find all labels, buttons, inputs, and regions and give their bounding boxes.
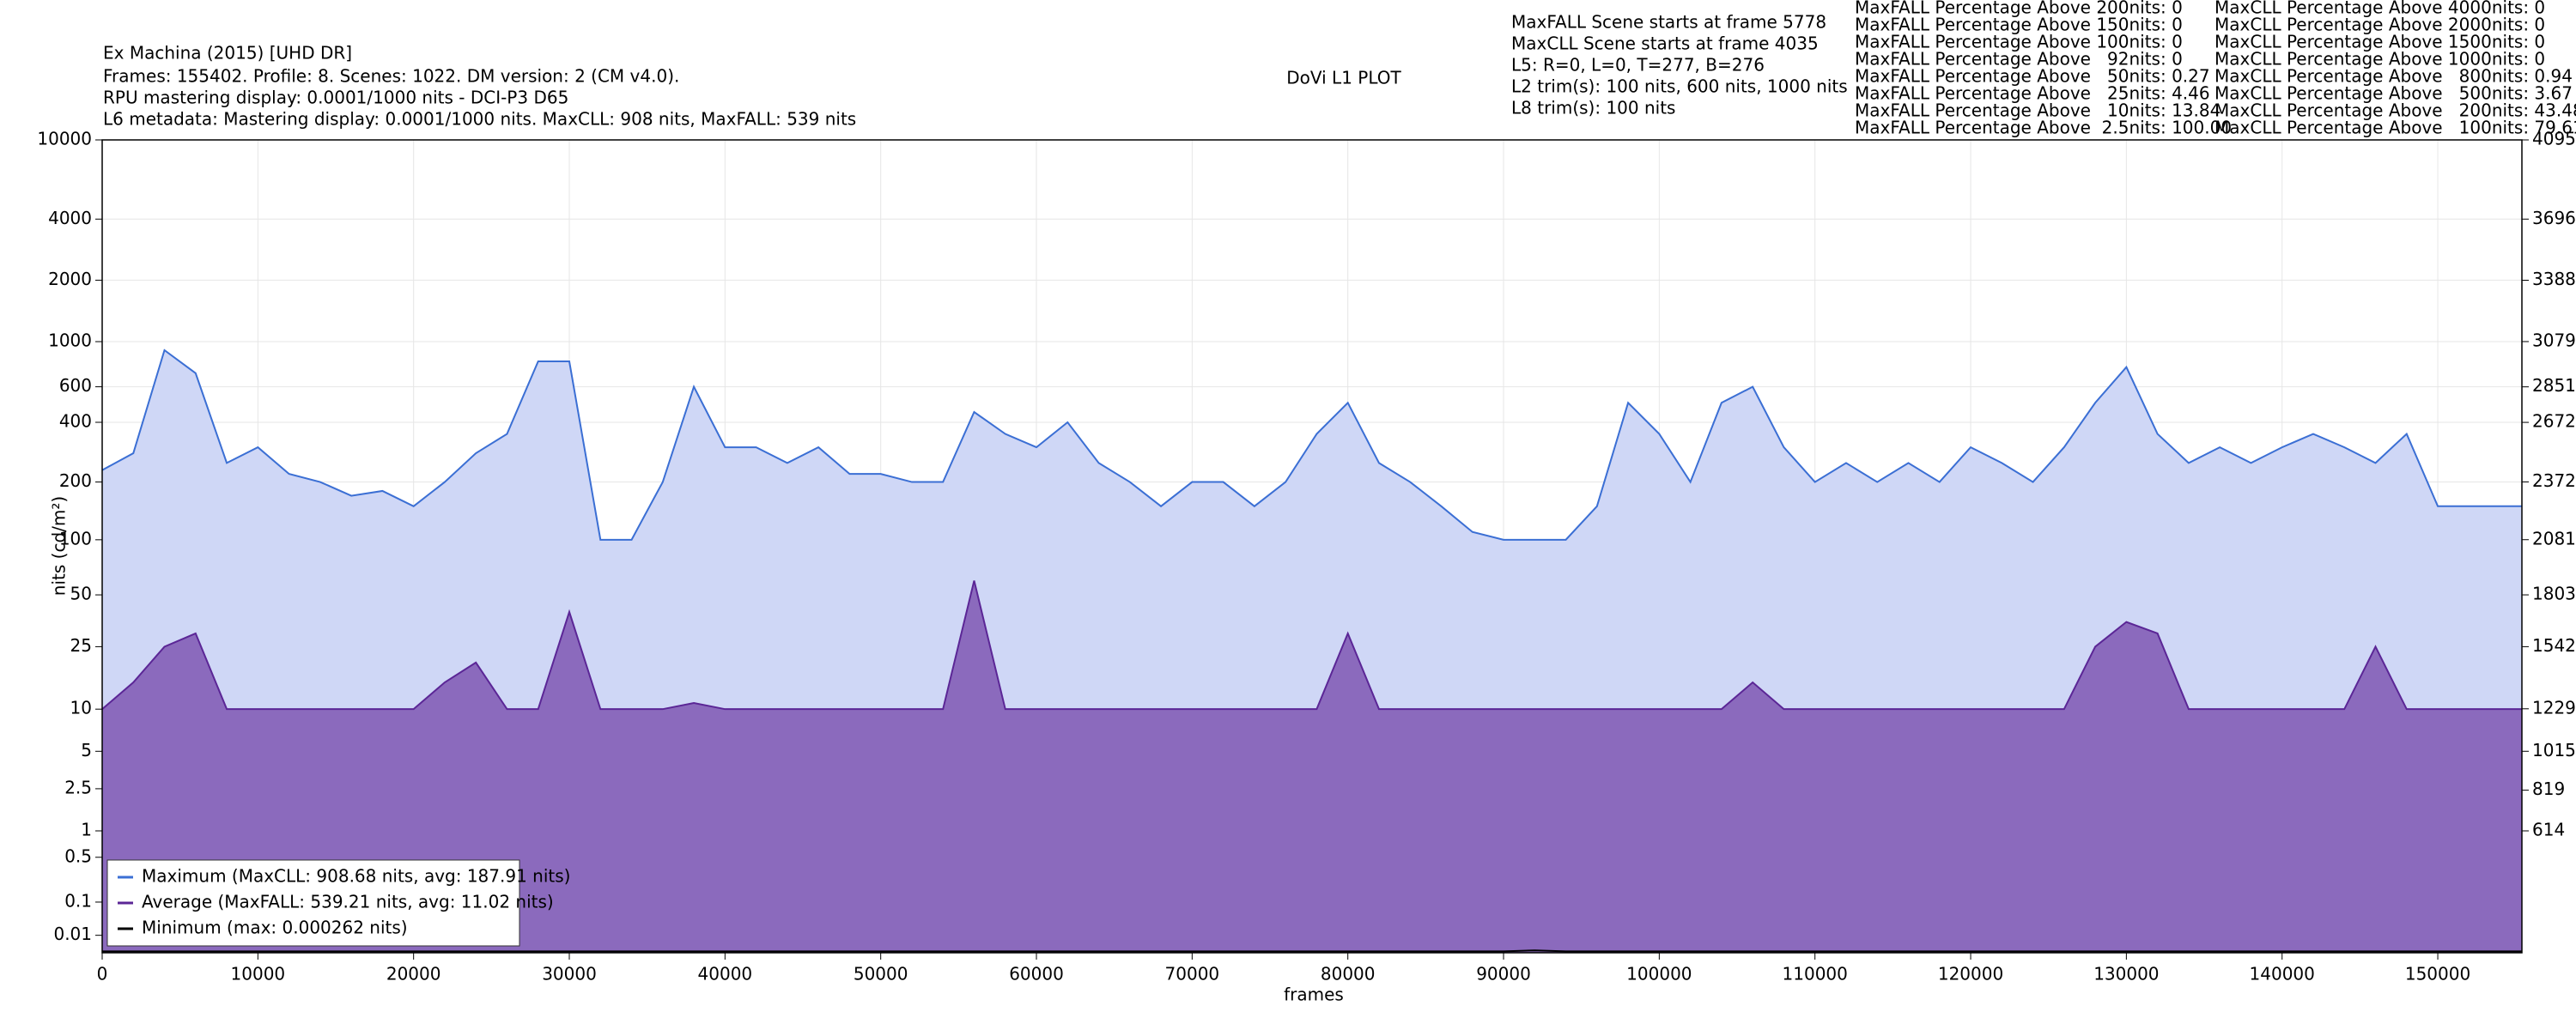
- y-tick-label: 10000: [37, 129, 92, 149]
- x-tick-label: 140000: [2250, 964, 2315, 985]
- stat-line: MaxCLL Percentage Above 1000nits: 0: [2215, 49, 2545, 70]
- y-tick-label: 25: [70, 635, 92, 656]
- info-line: L2 trim(s): 100 nits, 600 nits, 1000 nit…: [1511, 76, 1848, 97]
- y-tick-label: 600: [59, 375, 92, 396]
- series-line: [102, 949, 2522, 953]
- y-tick-label: 0.1: [64, 890, 92, 911]
- legend-label: Minimum (max: 0.000262 nits): [142, 918, 408, 938]
- y2-tick-label: 2081: [2532, 528, 2576, 548]
- x-tick-label: 110000: [1783, 964, 1848, 985]
- x-tick-label: 50000: [854, 964, 908, 985]
- y2-tick-label: 1015: [2532, 740, 2576, 760]
- y-tick-label: 2.5: [64, 777, 92, 797]
- x-tick-label: 80000: [1321, 964, 1376, 985]
- x-tick-label: 90000: [1476, 964, 1531, 985]
- y2-tick-label: 1542: [2532, 635, 2576, 656]
- y2-tick-label: 819: [2532, 779, 2565, 799]
- stat-line: MaxFALL Percentage Above 25nits: 4.46: [1855, 83, 2210, 104]
- x-tick-label: 150000: [2405, 964, 2470, 985]
- stat-line: MaxFALL Percentage Above 200nits: 0: [1855, 0, 2183, 18]
- stat-line: MaxFALL Percentage Above 92nits: 0: [1855, 49, 2183, 70]
- stat-line: MaxCLL Percentage Above 800nits: 0.94: [2215, 66, 2573, 87]
- x-tick-label: 70000: [1165, 964, 1220, 985]
- header-title: Ex Machina (2015) [UHD DR]: [103, 43, 352, 64]
- stat-line: MaxCLL Percentage Above 200nits: 43.48: [2215, 100, 2576, 121]
- legend-label: Maximum (MaxCLL: 908.68 nits, avg: 187.9…: [142, 866, 570, 887]
- y2-tick-label: 614: [2532, 820, 2565, 840]
- x-tick-label: 100000: [1626, 964, 1692, 985]
- y2-tick-label: 3696: [2532, 208, 2576, 228]
- y2-tick-label: 4095: [2532, 129, 2576, 149]
- y2-tick-label: 3388: [2532, 269, 2576, 289]
- header-line: L6 metadata: Mastering display: 0.0001/1…: [103, 109, 856, 130]
- y-tick-label: 1: [81, 820, 92, 840]
- chart-title: DoVi L1 PLOT: [1286, 68, 1401, 88]
- area-fill: [102, 580, 2522, 953]
- x-tick-label: 30000: [542, 964, 597, 985]
- y-tick-label: 50: [70, 584, 92, 604]
- y-tick-label: 0.5: [64, 845, 92, 866]
- info-line: L8 trim(s): 100 nits: [1511, 98, 1675, 118]
- x-tick-label: 40000: [698, 964, 753, 985]
- y2-tick-label: 1229: [2532, 697, 2576, 718]
- legend-box: [106, 859, 520, 947]
- x-tick-label: 130000: [2093, 964, 2159, 985]
- stat-line: MaxCLL Percentage Above 100nits: 79.61: [2215, 118, 2576, 138]
- x-tick-label: 20000: [386, 964, 441, 985]
- y-tick-label: 5: [81, 740, 92, 760]
- x-tick-label: 10000: [231, 964, 286, 985]
- y-tick-label: 200: [59, 470, 92, 491]
- x-tick-label: 0: [97, 964, 108, 985]
- y-tick-label: 0.01: [53, 924, 92, 944]
- y2-tick-label: 3079: [2532, 330, 2576, 350]
- y2-tick-label: 1803: [2532, 584, 2576, 604]
- stat-line: MaxFALL Percentage Above 10nits: 13.84: [1855, 100, 2221, 121]
- plot-area: 0 10000 20000 30000 40000 50000 60000 70000 8000…: [37, 129, 2576, 985]
- header-line: Frames: 155402. Profile: 8. Scenes: 1022…: [103, 66, 679, 87]
- y2-tick-label: 2672: [2532, 411, 2576, 432]
- y-tick-label: 10: [70, 698, 92, 718]
- legend-label: Average (MaxFALL: 539.21 nits, avg: 11.0…: [142, 892, 554, 912]
- stat-line: MaxFALL Percentage Above 50nits: 0.27: [1855, 66, 2210, 87]
- info-line: L5: R=0, L=0, T=277, B=276: [1511, 55, 1765, 76]
- y2-tick-label: 2372: [2532, 470, 2576, 491]
- y-tick-label: 400: [59, 411, 92, 432]
- stat-line: MaxCLL Percentage Above 4000nits: 0: [2215, 0, 2545, 18]
- info-line: MaxFALL Scene starts at frame 5778: [1511, 12, 1826, 33]
- y-axis-label: nits (cd/m²): [49, 496, 70, 596]
- x-tick-label: 60000: [1009, 964, 1064, 985]
- y-tick-label: 4000: [48, 208, 92, 228]
- x-tick-label: 120000: [1938, 964, 2003, 985]
- x-axis-label: frames: [1284, 985, 1344, 1005]
- plot-frame: [101, 139, 2523, 954]
- y-tick-label: 2000: [48, 269, 92, 289]
- y2-tick-label: 2851: [2532, 375, 2576, 396]
- info-block: MaxFALL Scene starts at frame 5778MaxCLL…: [1511, 0, 2576, 138]
- series-line: [101, 580, 2522, 711]
- stat-line: MaxFALL Percentage Above 100nits: 0: [1855, 32, 2183, 52]
- header-line: RPU mastering display: 0.0001/1000 nits …: [103, 88, 568, 108]
- y-tick-label: 100: [59, 528, 92, 548]
- series-line: [101, 348, 2522, 541]
- stat-line: MaxCLL Percentage Above 2000nits: 0: [2215, 15, 2545, 35]
- stat-line: MaxCLL Percentage Above 1500nits: 0: [2215, 32, 2545, 52]
- stat-line: MaxFALL Percentage Above 2.5nits: 100.00: [1855, 118, 2232, 138]
- y-tick-label: 1000: [48, 330, 92, 351]
- stat-line: MaxCLL Percentage Above 500nits: 3.67: [2215, 83, 2573, 104]
- info-line: MaxCLL Scene starts at frame 4035: [1511, 33, 1819, 54]
- stat-line: MaxFALL Percentage Above 150nits: 0: [1855, 15, 2183, 35]
- legend: Maximum (MaxCLL: 908.68 nits, avg: 187.9…: [106, 859, 570, 947]
